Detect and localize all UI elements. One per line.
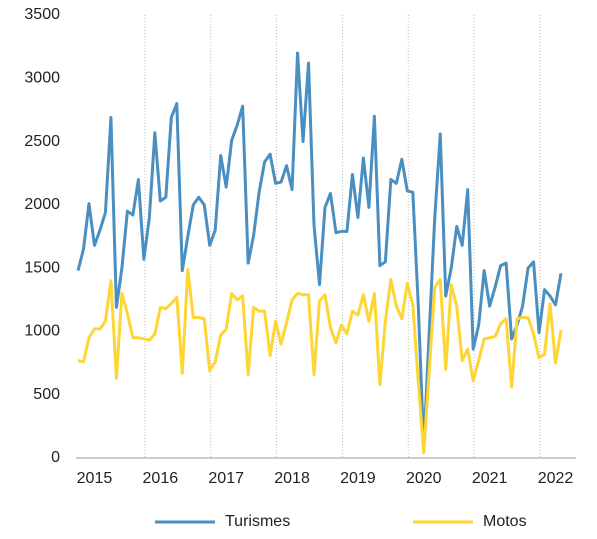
- x-tick-label: 2018: [274, 470, 310, 487]
- x-tick-label: 2016: [143, 470, 179, 487]
- line-series: [76, 51, 563, 450]
- y-tick-label: 2500: [24, 133, 60, 150]
- y-tick-label: 0: [51, 449, 60, 466]
- x-tick-label: 2019: [340, 470, 376, 487]
- x-tick-label: 2020: [406, 470, 442, 487]
- y-tick-label: 2000: [24, 196, 60, 213]
- y-tick-label: 1000: [24, 323, 60, 340]
- x-tick-label: 2017: [208, 470, 244, 487]
- x-tick-label: 2015: [77, 470, 113, 487]
- y-tick-label: 1500: [24, 259, 60, 276]
- legend-label: Turismes: [225, 513, 290, 530]
- line-series: [77, 267, 563, 455]
- y-tick-label: 3500: [24, 6, 60, 23]
- y-tick-label: 3000: [24, 70, 60, 87]
- y-tick-label: 500: [33, 386, 60, 403]
- legend-label: Motos: [483, 513, 527, 530]
- x-tick-label: 2021: [472, 470, 508, 487]
- x-tick-label: 2022: [538, 470, 574, 487]
